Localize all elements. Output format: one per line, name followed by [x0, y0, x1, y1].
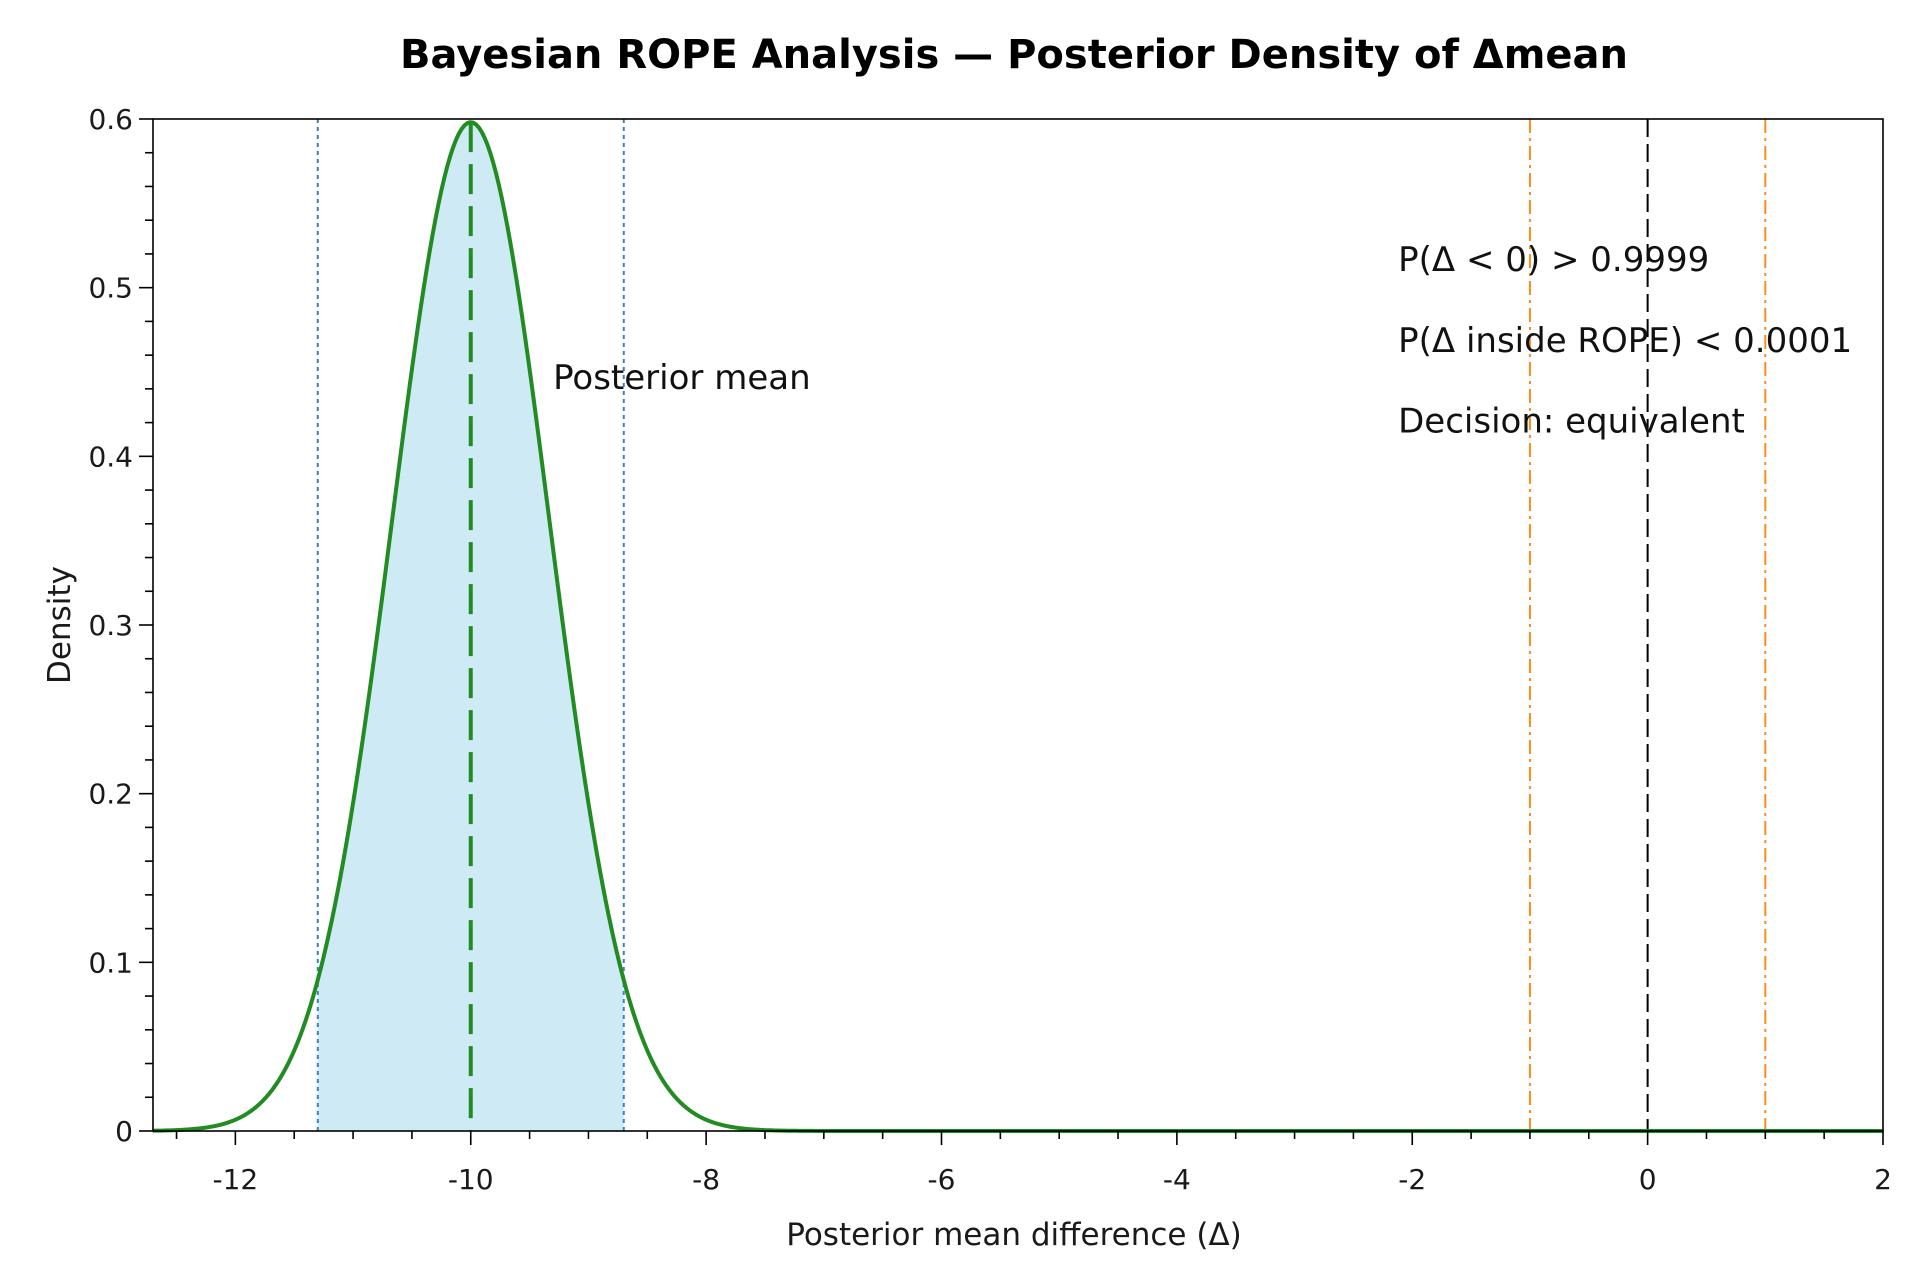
annotation-p-less-zero: P(Δ < 0) > 0.9999 — [1398, 240, 1709, 280]
x-tick-label: -2 — [1398, 1163, 1426, 1196]
x-tick-label: -10 — [448, 1163, 494, 1196]
x-axis-label: Posterior mean difference (Δ) — [786, 1217, 1242, 1253]
x-tick-label: -12 — [213, 1163, 259, 1196]
x-tick-label: -4 — [1163, 1163, 1191, 1196]
y-tick-label: 0.5 — [88, 272, 133, 305]
y-tick-label: 0.6 — [88, 103, 133, 136]
x-tick-label: 2 — [1874, 1163, 1892, 1196]
y-axis-label: Density — [42, 566, 78, 684]
x-tick-label: -6 — [928, 1163, 956, 1196]
y-tick-label: 0.2 — [88, 778, 133, 811]
y-tick-label: 0.1 — [88, 946, 133, 979]
y-tick-label: 0.4 — [88, 440, 133, 473]
x-tick-label: 0 — [1639, 1163, 1657, 1196]
y-tick-label: 0.3 — [88, 609, 133, 642]
annotation-posterior-mean: Posterior mean — [553, 358, 811, 398]
annotation-p-inside-rope: P(Δ inside ROPE) < 0.0001 — [1398, 321, 1852, 361]
x-tick-label: -8 — [692, 1163, 720, 1196]
chart-title: Bayesian ROPE Analysis — Posterior Densi… — [400, 32, 1628, 78]
annotation-decision: Decision: equivalent — [1398, 402, 1745, 442]
plot-area: -12 -10 -8 -6 -4 -2 0 2 0 0.1 0.2 0.3 0.4 0.5 0.6 Poste… — [88, 103, 1891, 1196]
y-tick-label: 0 — [115, 1115, 133, 1148]
